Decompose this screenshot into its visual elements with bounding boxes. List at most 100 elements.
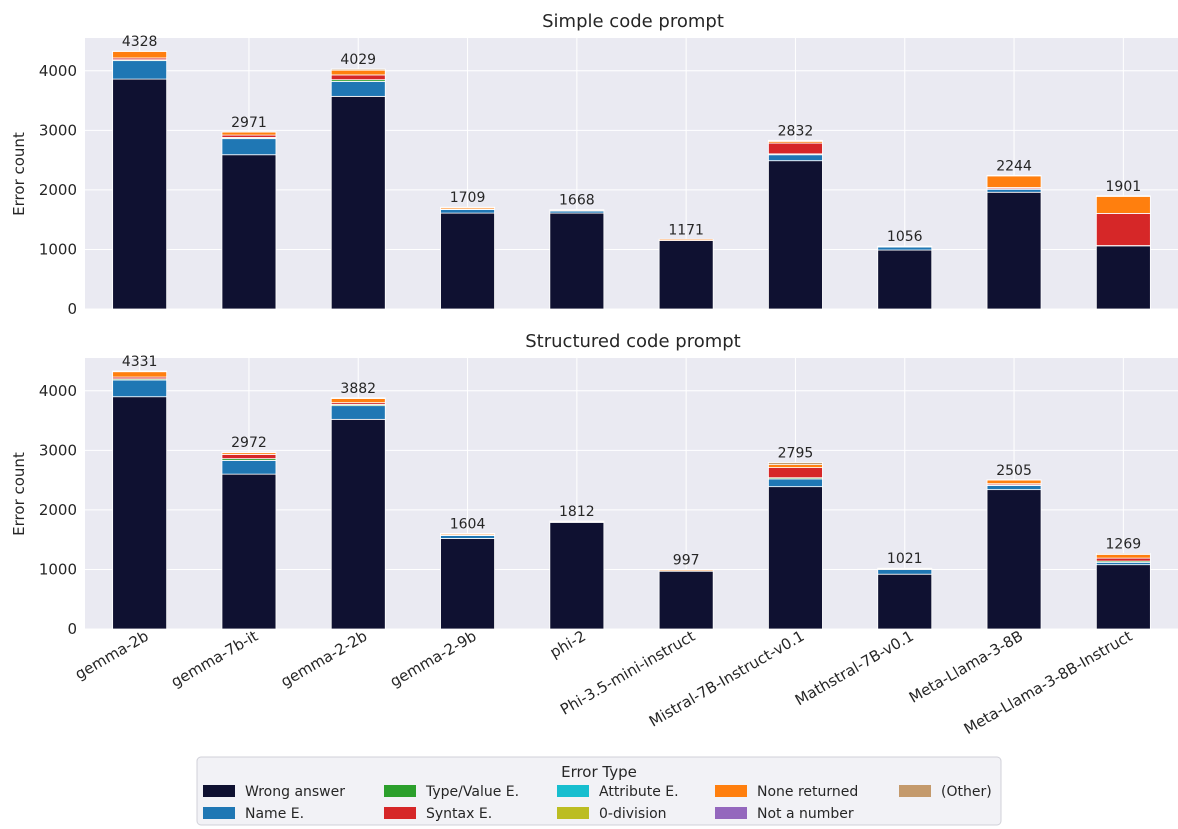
bar-segment (986, 489, 1042, 630)
x-tick-label: gemma-2-2b (278, 627, 371, 691)
bar-segment (112, 396, 168, 630)
x-tick-label: phi-2 (547, 627, 589, 662)
bar-segment (768, 462, 823, 466)
y-tick-label: 3000 (39, 121, 77, 139)
bar-segment (768, 154, 823, 162)
bar-total-label: 2795 (778, 446, 814, 462)
bar-segment (330, 405, 386, 420)
y-tick-label: 1000 (39, 560, 77, 578)
x-tick-label: gemma-7b-it (168, 627, 261, 691)
bar-segment (221, 138, 277, 156)
structured-prompt-panel: Structured code prompt Error count 0 1000… (10, 331, 1178, 638)
bar-total-label: 2972 (231, 435, 267, 451)
legend-swatch (557, 807, 589, 819)
bar-segment (440, 533, 495, 535)
legend-swatch (715, 785, 747, 797)
bar-segment (658, 238, 714, 241)
y-tick-label: 4000 (39, 382, 77, 400)
bar-segment (768, 464, 823, 468)
bar-total-label: 1709 (450, 190, 486, 206)
bar-segment (112, 370, 168, 373)
legend-swatch (899, 785, 931, 797)
bar-total-label: 997 (673, 553, 700, 569)
legend-label: (Other) (941, 784, 992, 800)
bar-segment (1095, 564, 1151, 630)
y-tick-label: 0 (67, 620, 77, 638)
bar-total-label: 1021 (887, 551, 923, 567)
bar-segment (221, 460, 277, 475)
legend-label: Not a number (757, 806, 854, 822)
bar-segment (986, 485, 1042, 491)
bar-segment (330, 68, 386, 71)
bar-segment (658, 240, 714, 310)
bar-segment (986, 479, 1042, 485)
x-tick-label: gemma-2b (72, 627, 152, 683)
x-tick-labels: gemma-2b gemma-7b-it gemma-2-2b gemma-2-9b p… (72, 627, 1136, 738)
bar-segment (330, 69, 386, 76)
bar-total-label: 4331 (122, 354, 158, 370)
bar-total-label: 4029 (340, 52, 376, 68)
bar-segment (112, 78, 168, 310)
bar-segment (877, 569, 933, 575)
bar-segment (1095, 557, 1151, 562)
legend-swatch (557, 785, 589, 797)
legend: Error Type Wrong answer Name E. Type/Value… (196, 756, 1002, 826)
bar-segment (877, 573, 933, 630)
bar-segment (112, 60, 168, 80)
bar-segment (986, 175, 1042, 188)
bar-segment (330, 398, 386, 404)
bar-segment (221, 451, 277, 454)
y-tick-label: 2000 (39, 501, 77, 519)
bar-total-label: 2244 (996, 158, 1032, 174)
bar-segment (658, 570, 714, 630)
legend-swatch (203, 785, 235, 797)
y-tick-label: 3000 (39, 441, 77, 459)
legend-swatch (384, 785, 416, 797)
bar-total-label: 2505 (996, 463, 1032, 479)
bar-segment (440, 535, 495, 539)
bar-segment (112, 379, 168, 398)
bar-total-label: 1604 (450, 516, 486, 532)
legend-swatch (384, 807, 416, 819)
bar-segment (986, 174, 1042, 177)
x-tick-label: Mathstral-7B-v0.1 (792, 627, 917, 709)
bar-segment (549, 521, 605, 630)
bar-segment (112, 51, 168, 59)
bar-segment (330, 397, 386, 399)
bar-segment (1095, 195, 1151, 197)
legend-label: Name E. (245, 806, 304, 822)
bar-segment (768, 467, 823, 479)
y-tick-label: 2000 (39, 181, 77, 199)
bar-segment (768, 160, 823, 310)
bar-segment (1095, 195, 1151, 214)
bar-segment (221, 454, 277, 460)
bar-segment (330, 81, 386, 97)
legend-label: Syntax E. (426, 806, 492, 822)
bar-segment (768, 478, 823, 488)
bar-total-label: 1901 (1106, 179, 1142, 195)
legend-label: Attribute E. (599, 784, 679, 800)
y-axis-label: Error count (10, 452, 28, 536)
legend-label: Type/Value E. (425, 784, 519, 800)
y-tick-label: 1000 (39, 240, 77, 258)
panel-title: Structured code prompt (525, 331, 740, 352)
bar-segment (768, 486, 823, 630)
legend-label: None returned (757, 784, 858, 800)
bar-segment (1095, 553, 1151, 555)
legend-swatch (715, 807, 747, 819)
panel-title: Simple code prompt (542, 11, 724, 32)
y-axis-label: Error count (10, 132, 28, 216)
bar-segment (440, 212, 495, 310)
bar-total-label: 1056 (887, 229, 923, 245)
bar-segment (440, 538, 495, 630)
simple-prompt-panel: Simple code prompt Error count 0 1000 2000… (10, 11, 1178, 318)
x-tick-label: gemma-2-9b (387, 627, 480, 691)
bar-segment (221, 131, 277, 136)
bar-segment (877, 246, 933, 251)
legend-label: 0-division (599, 806, 667, 822)
legend-label: Wrong answer (245, 784, 345, 800)
bar-segment (1095, 213, 1151, 246)
bar-segment (330, 95, 386, 310)
bar-total-label: 1269 (1106, 536, 1142, 552)
